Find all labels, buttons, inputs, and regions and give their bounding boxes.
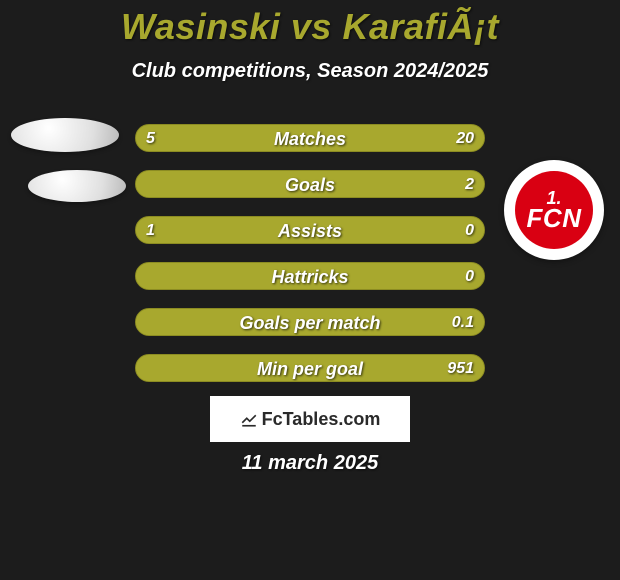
chart-icon	[240, 410, 258, 428]
team-logo-left	[6, 96, 116, 196]
stat-bars: Matches520Goals2Assists10Hattricks0Goals…	[135, 124, 485, 400]
subtitle: Club competitions, Season 2024/2025	[0, 60, 620, 83]
bar-value-right: 0	[455, 263, 484, 290]
bar-value-left: 1	[136, 217, 165, 244]
bar-label: Assists	[136, 217, 484, 244]
stat-bar-row: Matches5 20	[135, 124, 485, 152]
fcn-text-bottom: FCN	[527, 205, 582, 231]
logo-placeholder-ellipse	[11, 118, 119, 152]
stat-bar-row: Min per goal951	[135, 354, 485, 382]
attribution-text: FcTables.com	[262, 409, 381, 430]
bar-value-right: 2	[455, 171, 484, 198]
stat-bar-row: Assists1 0	[135, 216, 485, 244]
bar-label: Hattricks	[136, 263, 484, 290]
bar-label: Goals	[136, 171, 484, 198]
date-text: 11 march 2025	[0, 452, 620, 475]
bar-label: Matches	[136, 125, 484, 152]
bar-value-right: 20	[446, 125, 484, 152]
bar-value-right: 0	[455, 217, 484, 244]
comparison-infographic: Wasinski vs KarafiÃ¡t Club competitions,…	[0, 0, 620, 580]
logo-placeholder-ellipse	[28, 170, 126, 202]
team-logo-right: 1. FCN	[504, 160, 614, 260]
fcn-badge-inner: 1. FCN	[515, 171, 593, 249]
fcn-badge: 1. FCN	[504, 160, 604, 260]
stat-bar-row: Hattricks0	[135, 262, 485, 290]
attribution-badge: FcTables.com	[210, 396, 410, 442]
stat-bar-row: Goals per match0.1	[135, 308, 485, 336]
bar-value-right: 951	[437, 355, 484, 382]
stat-bar-row: Goals2	[135, 170, 485, 198]
bar-value-left: 5	[136, 125, 165, 152]
bar-label: Goals per match	[136, 309, 484, 336]
bar-value-right: 0.1	[442, 309, 484, 336]
title: Wasinski vs KarafiÃ¡t	[0, 6, 620, 48]
bar-label: Min per goal	[136, 355, 484, 382]
